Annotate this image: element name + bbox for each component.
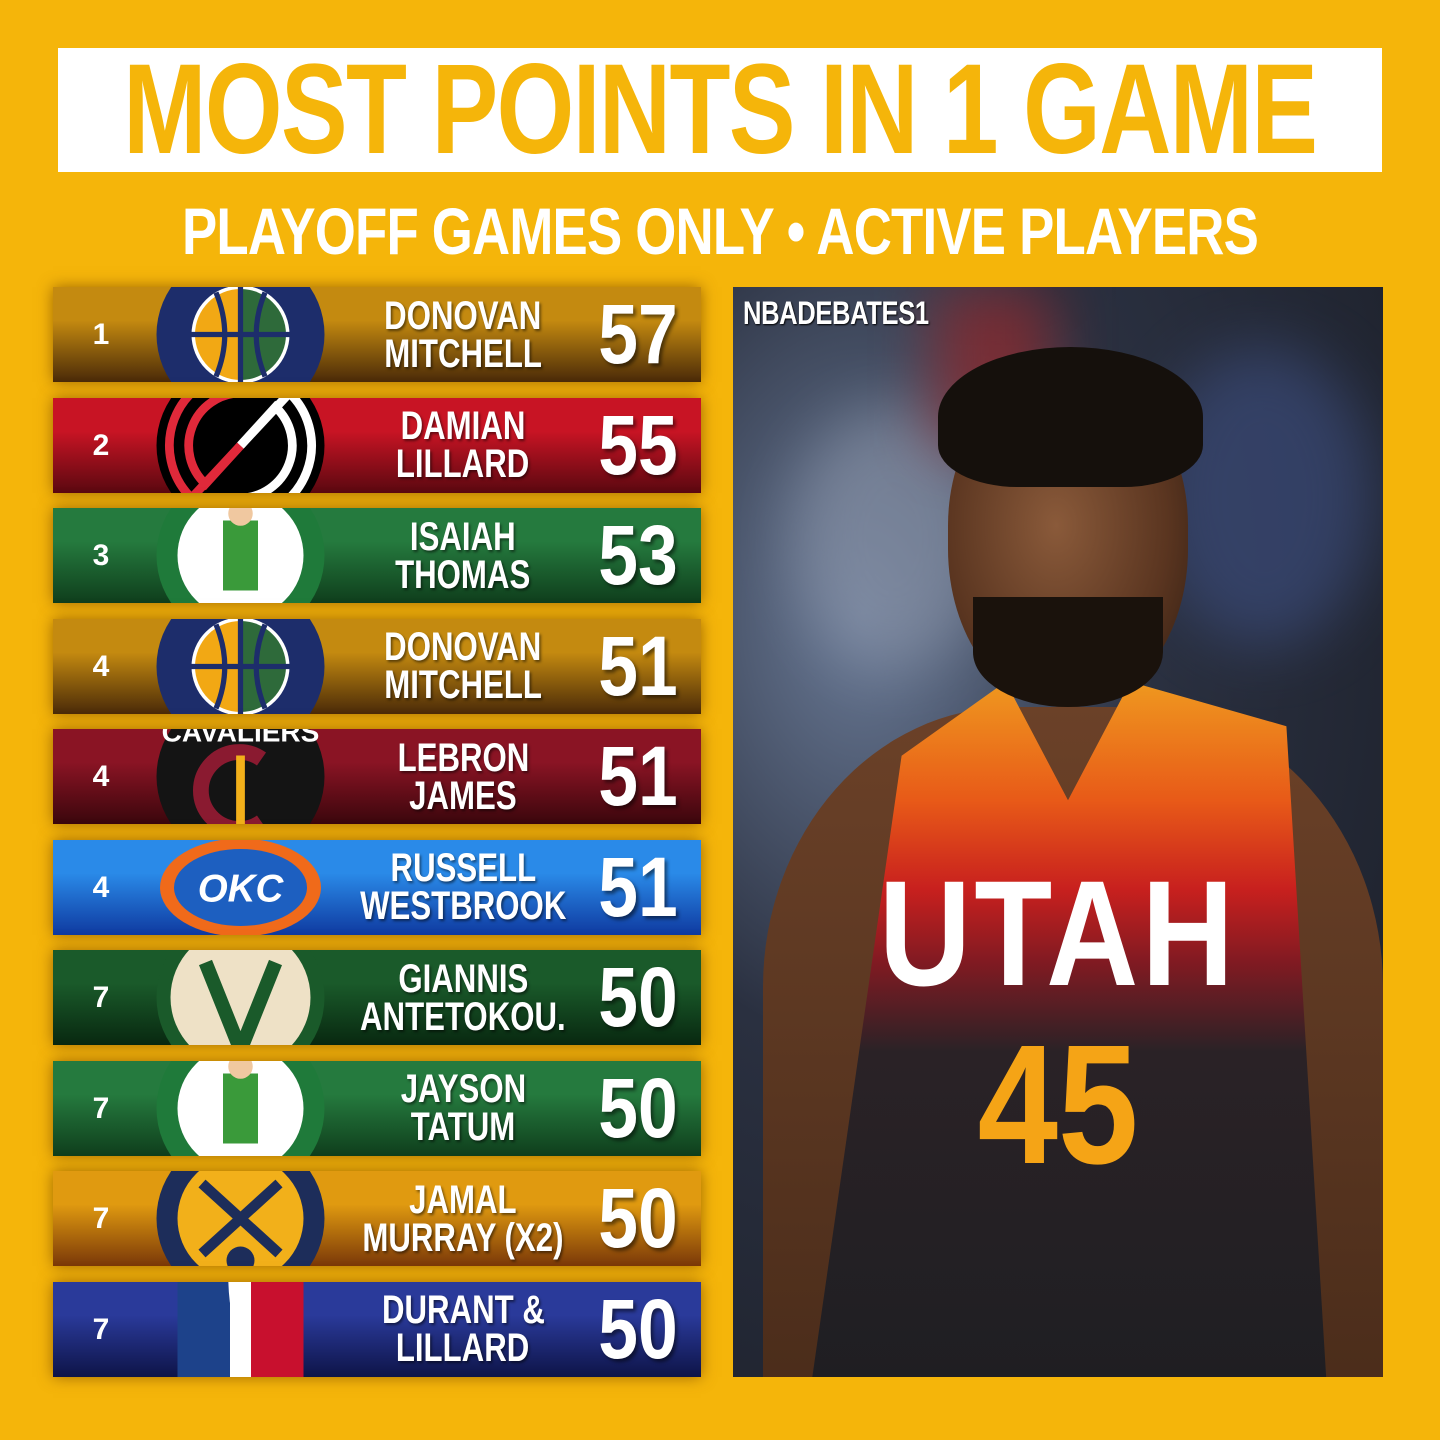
rank: 7 [92,981,110,1014]
player-name: ISAIAH THOMAS [343,508,583,603]
leaderboard-row: 7 JAYSON TATUM 50 [53,1060,701,1156]
player-hair [938,347,1203,487]
cavaliers-logo-icon: CAVALIERS [153,729,328,824]
leaderboard-row: 7 GIANNIS ANTETOKOU. 50 [53,950,701,1045]
nba-logo-icon [153,1281,328,1377]
rank: 7 [92,1312,110,1346]
leaderboard-row: 7 JAMAL MURRAY (X2) 50 [53,1171,701,1266]
player-beard [973,597,1163,707]
points: 50 [598,950,678,1044]
player-last-name: THOMAS [395,552,531,597]
rank: 4 [92,870,110,904]
bucks-logo-icon [153,950,328,1045]
player-last-name: MITCHELL [384,331,542,376]
svg-text:CAVALIERS: CAVALIERS [162,729,320,748]
player-name: LEBRON JAMES [343,729,583,824]
player-last-name: TATUM [410,1105,516,1149]
player-name: GIANNIS ANTETOKOU. [343,950,583,1045]
points: 50 [598,1171,678,1265]
page-subtitle: PLAYOFF GAMES ONLY • ACTIVE PLAYERS [181,194,1259,268]
leaderboard-row: 4 DONOVAN MITCHELL 51 [53,618,701,714]
leaderboard-row: 7 DURANT & LILLARD 50 [53,1281,701,1377]
points: 53 [598,508,678,602]
player-photo: UTAH 45 NBADEBATES1 [733,287,1383,1377]
page-title: MOST POINTS IN 1 GAME [123,48,1318,172]
celtics-logo-icon [153,508,328,603]
svg-text:OKC: OKC [198,867,285,910]
player-first-name: ISAIAH [410,514,516,559]
rank: 4 [92,760,110,793]
watermark: NBADEBATES1 [743,295,929,331]
player-first-name: DAMIAN [400,404,526,448]
jersey-number: 45 [977,1010,1139,1200]
jazz-logo-icon [153,618,328,714]
leaderboard-row: 4 OKC RUSSELL WESTBROOK 51 [53,839,701,935]
points: 50 [598,1060,678,1155]
leaderboard-row: 4 CAVALIERS LEBRON JAMES 51 [53,729,701,824]
points: 50 [598,1281,678,1376]
player-last-name: MITCHELL [384,663,542,707]
celtics-logo-icon [153,1060,328,1156]
player-name: JAYSON TATUM [343,1061,583,1156]
nuggets-logo-icon [153,1171,328,1266]
player-first-name: RUSSELL [390,846,536,890]
points: 51 [598,839,678,934]
thunder-logo-icon: OKC [153,839,328,935]
title-banner: MOST POINTS IN 1 GAME [58,48,1382,172]
player-first-name: DURANT & [381,1288,545,1332]
leaderboard-row: 3 ISAIAH THOMAS 53 [53,508,701,603]
player-first-name: JAMAL [409,1177,517,1222]
player-last-name: MURRAY (X2) [362,1215,564,1260]
player-name: DONOVAN MITCHELL [343,287,583,382]
rank: 1 [92,318,110,351]
rank: 4 [92,649,110,683]
rank: 7 [92,1091,110,1125]
player-name: DAMIAN LILLARD [343,398,583,493]
leaderboard-row: 2 DAMIAN LILLARD 55 [53,397,701,493]
points: 51 [598,729,678,823]
rank: 3 [92,539,110,572]
player-first-name: DONOVAN [384,625,542,669]
blazers-logo-icon [153,397,328,493]
player-last-name: LILLARD [396,442,530,486]
player-name: JAMAL MURRAY (X2) [343,1171,583,1266]
jersey-text: UTAH [878,849,1238,1017]
player-last-name: LILLARD [396,1326,530,1370]
points: 57 [598,287,678,381]
player-first-name: DONOVAN [384,293,542,338]
jazz-logo-icon [153,287,328,382]
player-last-name: JAMES [409,773,517,818]
player-name: DONOVAN MITCHELL [343,619,583,714]
rank: 7 [92,1202,110,1235]
player-name: RUSSELL WESTBROOK [343,840,583,935]
player-last-name: ANTETOKOU. [360,994,566,1039]
player-name: DURANT & LILLARD [343,1282,583,1377]
player-first-name: LEBRON [397,735,529,780]
player-last-name: WESTBROOK [359,884,567,928]
points: 51 [598,618,678,713]
player-first-name: GIANNIS [397,956,529,1001]
rank: 2 [92,428,110,462]
points: 55 [598,397,678,492]
leaderboard-row: 1 DONOVAN MITCHELL 57 [53,287,701,382]
player-first-name: JAYSON [400,1067,526,1111]
